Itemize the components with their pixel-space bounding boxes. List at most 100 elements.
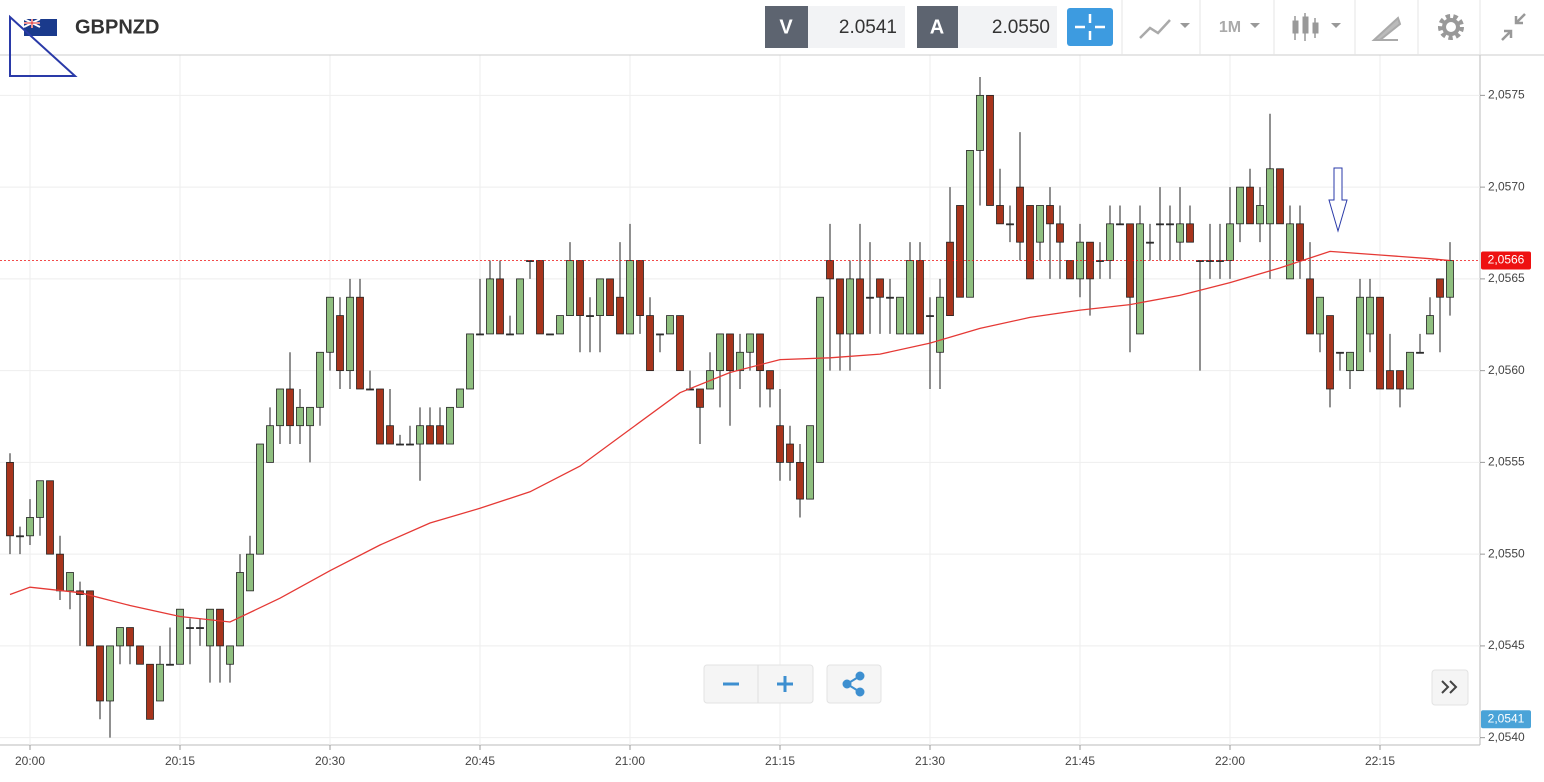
bid-label-box[interactable] xyxy=(765,6,808,48)
candle-body xyxy=(1156,223,1164,226)
scroll-end-button[interactable] xyxy=(1431,669,1469,706)
price-tag-label: 2,0541 xyxy=(1488,711,1525,725)
settings-button[interactable] xyxy=(1438,14,1464,40)
candle-body xyxy=(1116,223,1124,226)
candle-body xyxy=(1016,186,1024,243)
candle-body xyxy=(6,461,14,537)
x-tick-label: 21:15 xyxy=(765,754,795,768)
candle-body xyxy=(116,627,124,647)
candle-body xyxy=(356,296,364,390)
candle-body xyxy=(1176,223,1184,243)
candle-body xyxy=(296,406,304,427)
symbol: GBPNZD xyxy=(75,16,159,38)
candle-body xyxy=(206,608,214,647)
candle-body xyxy=(86,590,94,647)
candle-body xyxy=(176,608,184,665)
candle-body xyxy=(1376,296,1384,390)
candle-body xyxy=(696,388,704,408)
candle-body xyxy=(346,296,354,372)
candle-body xyxy=(586,315,594,317)
candle-body xyxy=(1436,278,1444,298)
candle-body xyxy=(986,94,994,206)
candle-body xyxy=(326,296,334,353)
bid-box[interactable] xyxy=(808,6,905,48)
candle-body xyxy=(756,333,764,372)
candle-body xyxy=(1276,168,1284,225)
candle-body xyxy=(726,333,734,372)
candle-body xyxy=(66,572,74,592)
crosshair-icon xyxy=(1075,14,1105,40)
candle-body xyxy=(856,278,864,335)
candle-body xyxy=(136,645,144,665)
timeframe-button[interactable]: 1M xyxy=(1219,19,1260,36)
candle-body xyxy=(226,645,234,665)
crosshair-button[interactable] xyxy=(1067,8,1113,46)
bid-price: 2.0541 xyxy=(839,17,897,38)
share-button[interactable] xyxy=(826,664,882,704)
ask-label-box[interactable] xyxy=(917,6,958,48)
x-tick-label: 20:30 xyxy=(315,754,345,768)
candle-body xyxy=(556,315,564,335)
candle-body xyxy=(626,260,634,335)
candle-body xyxy=(246,553,254,592)
candle-body xyxy=(1406,351,1414,390)
candle-body xyxy=(656,333,664,336)
candle-body xyxy=(536,260,544,335)
candle-body xyxy=(566,260,574,316)
candle-body xyxy=(546,333,554,336)
candle-body xyxy=(596,278,604,316)
candle-body xyxy=(876,278,884,298)
candle-body xyxy=(606,278,614,316)
candle-body xyxy=(486,278,494,335)
candle-body xyxy=(1336,351,1344,354)
candle-body xyxy=(156,663,164,702)
candle-body xyxy=(916,260,924,335)
candle-body xyxy=(1426,315,1434,335)
x-tick-label: 22:00 xyxy=(1215,754,1245,768)
candle-body xyxy=(26,517,34,537)
candle-body xyxy=(1386,370,1394,390)
candle-body xyxy=(1326,315,1334,390)
arrow-drawing[interactable] xyxy=(1328,167,1348,233)
candle-body xyxy=(1296,223,1304,261)
x-tick-label: 20:15 xyxy=(165,754,195,768)
ask-price: 2.0550 xyxy=(992,17,1050,38)
candle-body xyxy=(846,278,854,335)
zoom-in[interactable] xyxy=(777,676,793,692)
triangle-drawing[interactable] xyxy=(9,14,78,77)
candle-body xyxy=(1136,223,1144,335)
candle-body xyxy=(716,333,724,372)
candle-body xyxy=(806,425,814,500)
candle-body xyxy=(16,535,24,538)
candle-body xyxy=(816,296,824,463)
candle-body xyxy=(236,572,244,647)
ask-label: A xyxy=(930,16,944,38)
candle-body xyxy=(276,388,284,427)
price-tag-label: 2,0566 xyxy=(1488,253,1525,267)
candle-body xyxy=(1106,223,1114,261)
ask-box[interactable] xyxy=(958,6,1057,48)
candle-body xyxy=(266,425,274,463)
candle-body xyxy=(96,645,104,702)
drawing-button[interactable] xyxy=(1371,16,1402,41)
candle-type-button[interactable] xyxy=(1292,13,1341,41)
candle-body xyxy=(1046,205,1054,225)
candle-body xyxy=(946,241,954,316)
candle-body xyxy=(316,351,324,408)
y-tick-label: 2,0575 xyxy=(1488,88,1525,102)
flag xyxy=(23,18,57,36)
collapse-button[interactable] xyxy=(1501,13,1526,41)
candle-body xyxy=(1356,296,1364,372)
candle-body xyxy=(126,627,134,647)
candle-body xyxy=(926,315,934,317)
share-icon xyxy=(842,671,865,697)
candle-body xyxy=(456,388,464,408)
candle-body xyxy=(1166,223,1174,226)
candle-body xyxy=(46,480,54,555)
candle-body xyxy=(396,443,404,446)
candle-body xyxy=(476,333,484,336)
y-tick-label: 2,0560 xyxy=(1488,363,1525,377)
candle-body xyxy=(906,260,914,335)
candle-body xyxy=(1236,186,1244,225)
chart-type-button[interactable] xyxy=(1139,19,1190,39)
